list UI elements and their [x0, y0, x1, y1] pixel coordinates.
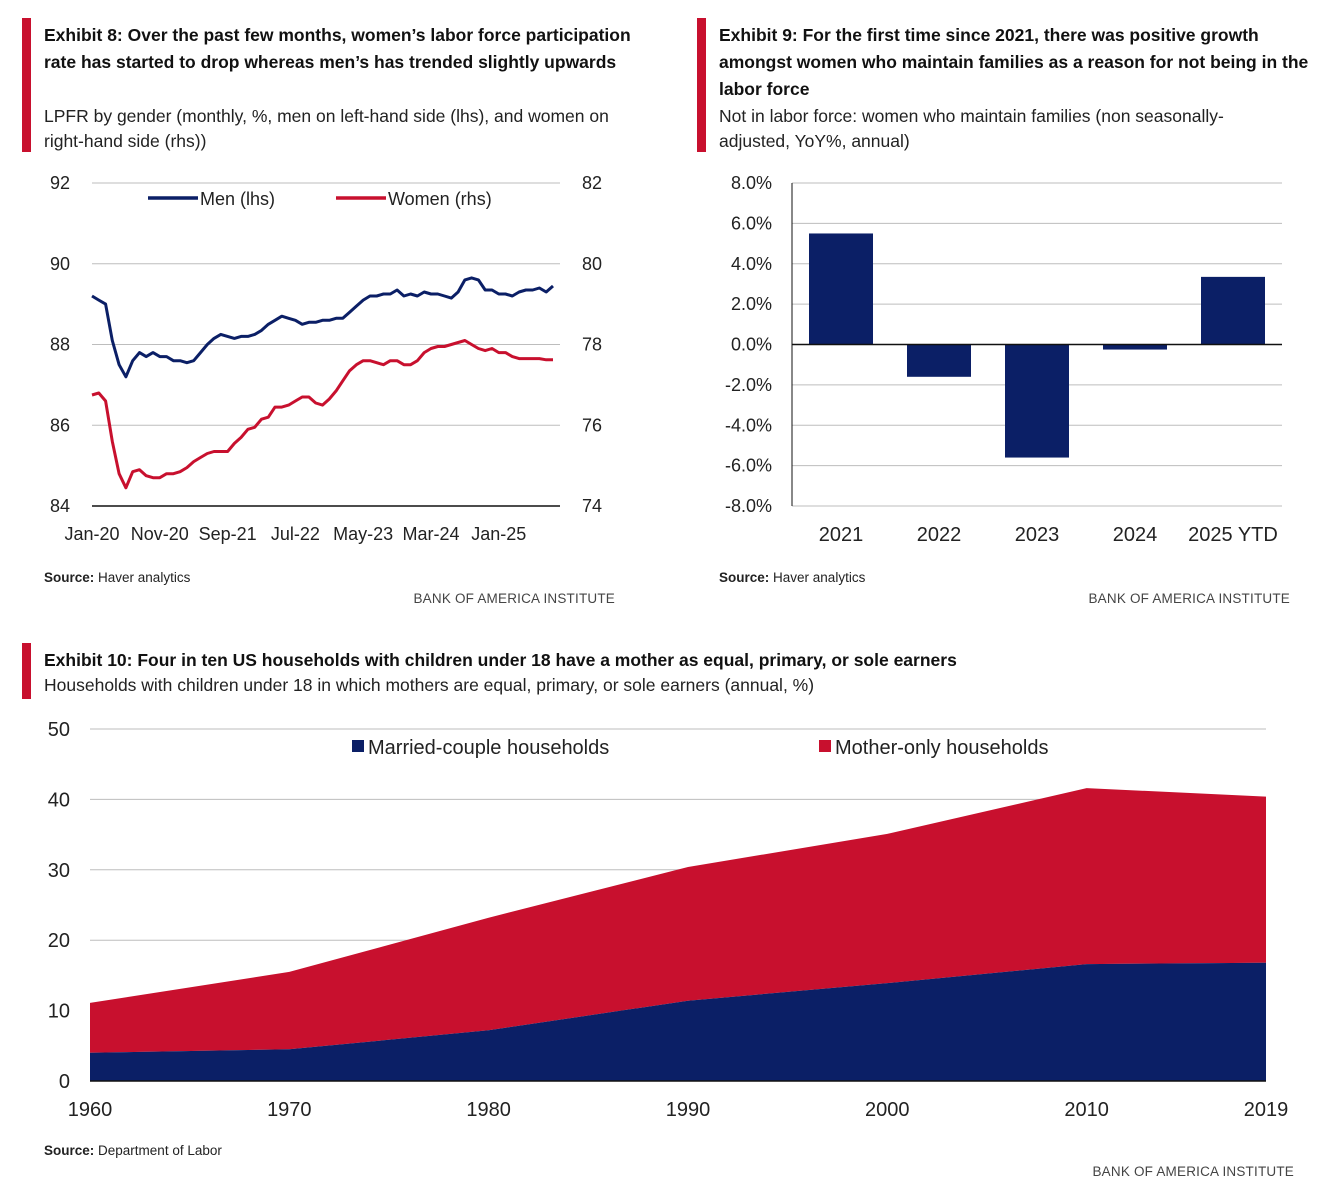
- exhibit-9-title: Exhibit 9: For the first time since 2021…: [719, 25, 1309, 99]
- exhibit-10-source-label: Source:: [44, 1143, 95, 1158]
- exhibit-9-subtitle: Not in labor force: women who maintain f…: [719, 106, 1224, 151]
- exhibit-9-source-label: Source:: [719, 570, 770, 585]
- exhibit-10-subtitle: Households with children under 18 in whi…: [44, 675, 815, 695]
- exhibit-8-subtitle: LPFR by gender (monthly, %, men on left-…: [44, 106, 609, 151]
- exhibit-8-title: Exhibit 8: Over the past few months, wom…: [44, 25, 631, 72]
- exhibit-9-brand: BANK OF AMERICA INSTITUTE: [1088, 591, 1290, 606]
- exhibit-8-source: Source: Haver analytics: [44, 570, 190, 585]
- exhibit-10-accent-bar: [22, 643, 31, 699]
- exhibit-8-source-text: Haver analytics: [98, 570, 191, 585]
- exhibit-10-brand: BANK OF AMERICA INSTITUTE: [1092, 1164, 1294, 1179]
- exhibit-9-source: Source: Haver analytics: [719, 570, 865, 585]
- exhibit-8-brand: BANK OF AMERICA INSTITUTE: [413, 591, 615, 606]
- exhibit-10-source: Source: Department of Labor: [44, 1143, 222, 1158]
- exhibit-9-source-text: Haver analytics: [773, 570, 866, 585]
- exhibit-9-accent-bar: [697, 18, 706, 152]
- exhibit-8-accent-bar: [22, 18, 31, 152]
- exhibit-9-panel: Exhibit 9: For the first time since 2021…: [697, 18, 1317, 618]
- exhibit-8-source-label: Source:: [44, 570, 95, 585]
- exhibit-10-title: Exhibit 10: Four in ten US households wi…: [44, 650, 957, 670]
- exhibit-10-source-text: Department of Labor: [98, 1143, 222, 1158]
- exhibit-10-panel: Exhibit 10: Four in ten US households wi…: [22, 643, 1312, 1193]
- exhibit-8-panel: Exhibit 8: Over the past few months, wom…: [22, 18, 642, 618]
